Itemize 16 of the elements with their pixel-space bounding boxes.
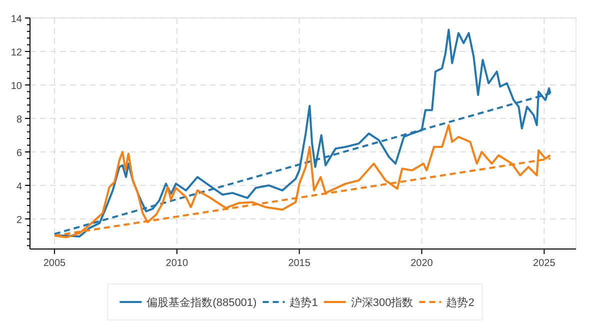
x-tick-label: 2020	[410, 258, 434, 269]
y-tick-label: 8	[16, 114, 22, 126]
legend-label: 偏股基金指数(885001)	[146, 296, 257, 309]
x-tick-label: 2025	[533, 258, 556, 269]
y-tick-label: 4	[16, 181, 22, 192]
x-tick-label: 2005	[43, 258, 66, 269]
legend-label: 趋势1	[290, 296, 318, 309]
y-tick-label: 10	[10, 80, 22, 92]
y-tick-label: 14	[10, 14, 22, 25]
legend-label: 趋势2	[446, 296, 474, 309]
y-tick-label: 2	[16, 214, 22, 226]
legend-label: 沪深300指数	[350, 296, 414, 309]
y-tick-label: 6	[16, 148, 22, 159]
x-tick-label: 2010	[166, 258, 188, 269]
y-tick-label: 12	[10, 47, 22, 58]
x-tick-label: 2015	[288, 258, 311, 269]
